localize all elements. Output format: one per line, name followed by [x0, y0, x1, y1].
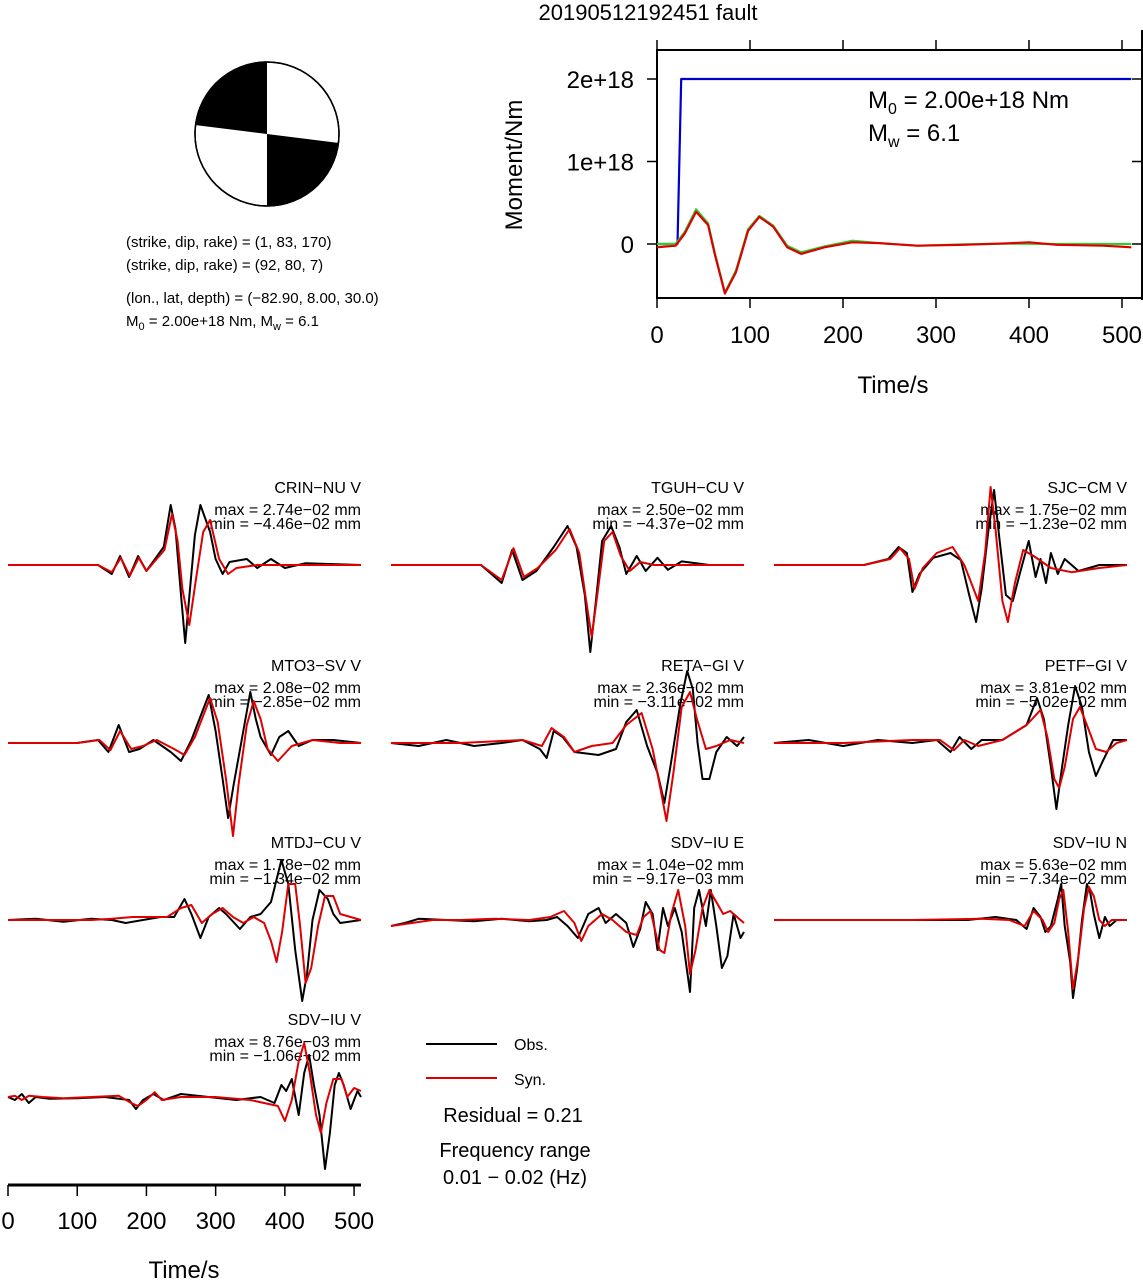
beachball-compressional-quadrant-2 — [267, 134, 339, 207]
waveform-xtick-label: 500 — [334, 1208, 374, 1235]
waveform-xtick-label: 100 — [57, 1208, 97, 1235]
waveform-xtick-label: 200 — [126, 1208, 166, 1235]
min-amplitude-label: min = −2.85e−02 mm — [209, 694, 361, 711]
max-amplitude-label: max = 2.50e−02 mm — [597, 502, 744, 519]
observed-trace — [391, 525, 744, 653]
min-amplitude-label: min = −5.02e−02 mm — [975, 694, 1127, 711]
min-amplitude-label: min = −1.34e−02 mm — [209, 871, 361, 888]
focal-line-3: (lon., lat, depth) = (−82.90, 8.00, 30.0… — [126, 290, 379, 307]
legend-obs-label: Obs. — [514, 1037, 548, 1054]
frequency-value: 0.01 − 0.02 (Hz) — [443, 1167, 587, 1189]
moment-xtick-label: 200 — [823, 322, 863, 349]
station-label: CRIN−NU V — [274, 480, 361, 497]
min-amplitude-label: min = −1.06e−02 mm — [209, 1048, 361, 1065]
observed-trace — [7, 1054, 362, 1170]
moment-xlabel: Time/s — [857, 372, 928, 399]
waveform-xtick-label: 400 — [265, 1208, 305, 1235]
observed-trace — [774, 489, 1127, 623]
legend-syn-label: Syn. — [514, 1072, 546, 1089]
station-label: TGUH−CU V — [651, 480, 744, 497]
station-label: PETF−GI V — [1045, 658, 1128, 675]
max-amplitude-label: max = 8.76e−03 mm — [214, 1034, 361, 1051]
residual-text: Residual = 0.21 — [443, 1105, 583, 1127]
moment-rate-red-line — [656, 210, 1132, 295]
legend: Obs. Syn. Residual = 0.21 Frequency rang… — [426, 1037, 591, 1189]
observed-trace — [774, 883, 1127, 999]
max-amplitude-label: max = 1.04e−02 mm — [597, 857, 744, 874]
min-amplitude-label: min = −1.23e−02 mm — [975, 516, 1127, 533]
moment-xtick-label: 0 — [650, 322, 663, 349]
waveform-xtick-label: 0 — [1, 1208, 14, 1235]
waveform-xlabel: Time/s — [148, 1257, 219, 1281]
moment-plot: 0 100 200 300 400 500 0 1e+18 2e+18 M0 = 2.00e+1… — [501, 30, 1143, 399]
moment-ytick-label: 0 — [621, 232, 634, 259]
max-amplitude-label: max = 2.36e−02 mm — [597, 680, 744, 697]
moment-ytick-label: 2e+18 — [567, 67, 634, 94]
station-label: MTDJ−CU V — [271, 835, 362, 852]
max-amplitude-label: max = 1.75e−02 mm — [980, 502, 1127, 519]
max-amplitude-label: max = 2.74e−02 mm — [214, 502, 361, 519]
synthetic-trace — [774, 486, 1128, 623]
moment-rate-green-line — [657, 208, 1132, 294]
frequency-title: Frequency range — [439, 1140, 590, 1162]
min-amplitude-label: min = −3.11e−02 mm — [594, 694, 744, 711]
observed-trace — [7, 859, 362, 1002]
focal-line-1: (strike, dip, rake) = (1, 83, 170) — [126, 234, 332, 251]
min-amplitude-label: min = −4.37e−02 mm — [592, 516, 744, 533]
observed-trace — [773, 685, 1127, 810]
synthetic-trace — [391, 528, 744, 638]
observed-trace — [390, 889, 745, 993]
station-label: RETA−GI V — [661, 658, 744, 675]
beachball — [194, 61, 340, 207]
beachball-compressional-quadrant-1 — [195, 61, 267, 134]
synthetic-trace — [8, 513, 361, 626]
moment-xtick-label: 100 — [730, 322, 770, 349]
focal-line-2: (strike, dip, rake) = (92, 80, 7) — [126, 257, 323, 274]
synthetic-trace — [774, 706, 1128, 789]
figure-title: 20190512192451 fault — [539, 0, 758, 25]
synthetic-trace — [7, 1042, 362, 1134]
station-label: SDV−IU E — [671, 835, 744, 852]
station-label: SJC−CM V — [1047, 480, 1127, 497]
synthetic-trace — [390, 889, 745, 975]
station-label: SDV−IU V — [288, 1012, 362, 1029]
waveform-time-axis: Time/s 0 100 200 300 400 500 — [1, 1183, 374, 1281]
synthetic-trace — [774, 886, 1127, 990]
moment-xtick-label: 500 — [1102, 322, 1142, 349]
focal-info: (strike, dip, rake) = (1, 83, 170) (stri… — [126, 234, 379, 333]
station-label: MTO3−SV V — [271, 658, 361, 675]
station-label: SDV−IU N — [1053, 835, 1127, 852]
moment-ytick-label: 1e+18 — [567, 150, 634, 177]
min-amplitude-label: min = −7.34e−02 mm — [975, 871, 1127, 888]
min-amplitude-label: min = −9.17e−03 mm — [592, 871, 744, 888]
min-amplitude-label: min = −4.46e−02 mm — [209, 516, 361, 533]
max-amplitude-label: max = 1.78e−02 mm — [214, 857, 361, 874]
waveform-xtick-label: 300 — [196, 1208, 236, 1235]
max-amplitude-label: max = 3.81e−02 mm — [980, 680, 1127, 697]
moment-xtick-label: 300 — [916, 322, 956, 349]
moment-ylabel: Moment/Nm — [501, 100, 528, 231]
observed-trace — [8, 504, 362, 644]
moment-mw-annotation: Mw = 6.1 — [868, 120, 960, 151]
synthetic-trace — [391, 691, 745, 822]
synthetic-trace — [8, 883, 362, 984]
max-amplitude-label: max = 5.63e−02 mm — [980, 857, 1127, 874]
moment-xtick-label: 400 — [1009, 322, 1049, 349]
synthetic-trace — [8, 697, 361, 837]
focal-line-4: M0 = 2.00e+18 Nm, Mw = 6.1 — [126, 313, 319, 333]
moment-m0-annotation: M0 = 2.00e+18 Nm — [868, 87, 1069, 118]
